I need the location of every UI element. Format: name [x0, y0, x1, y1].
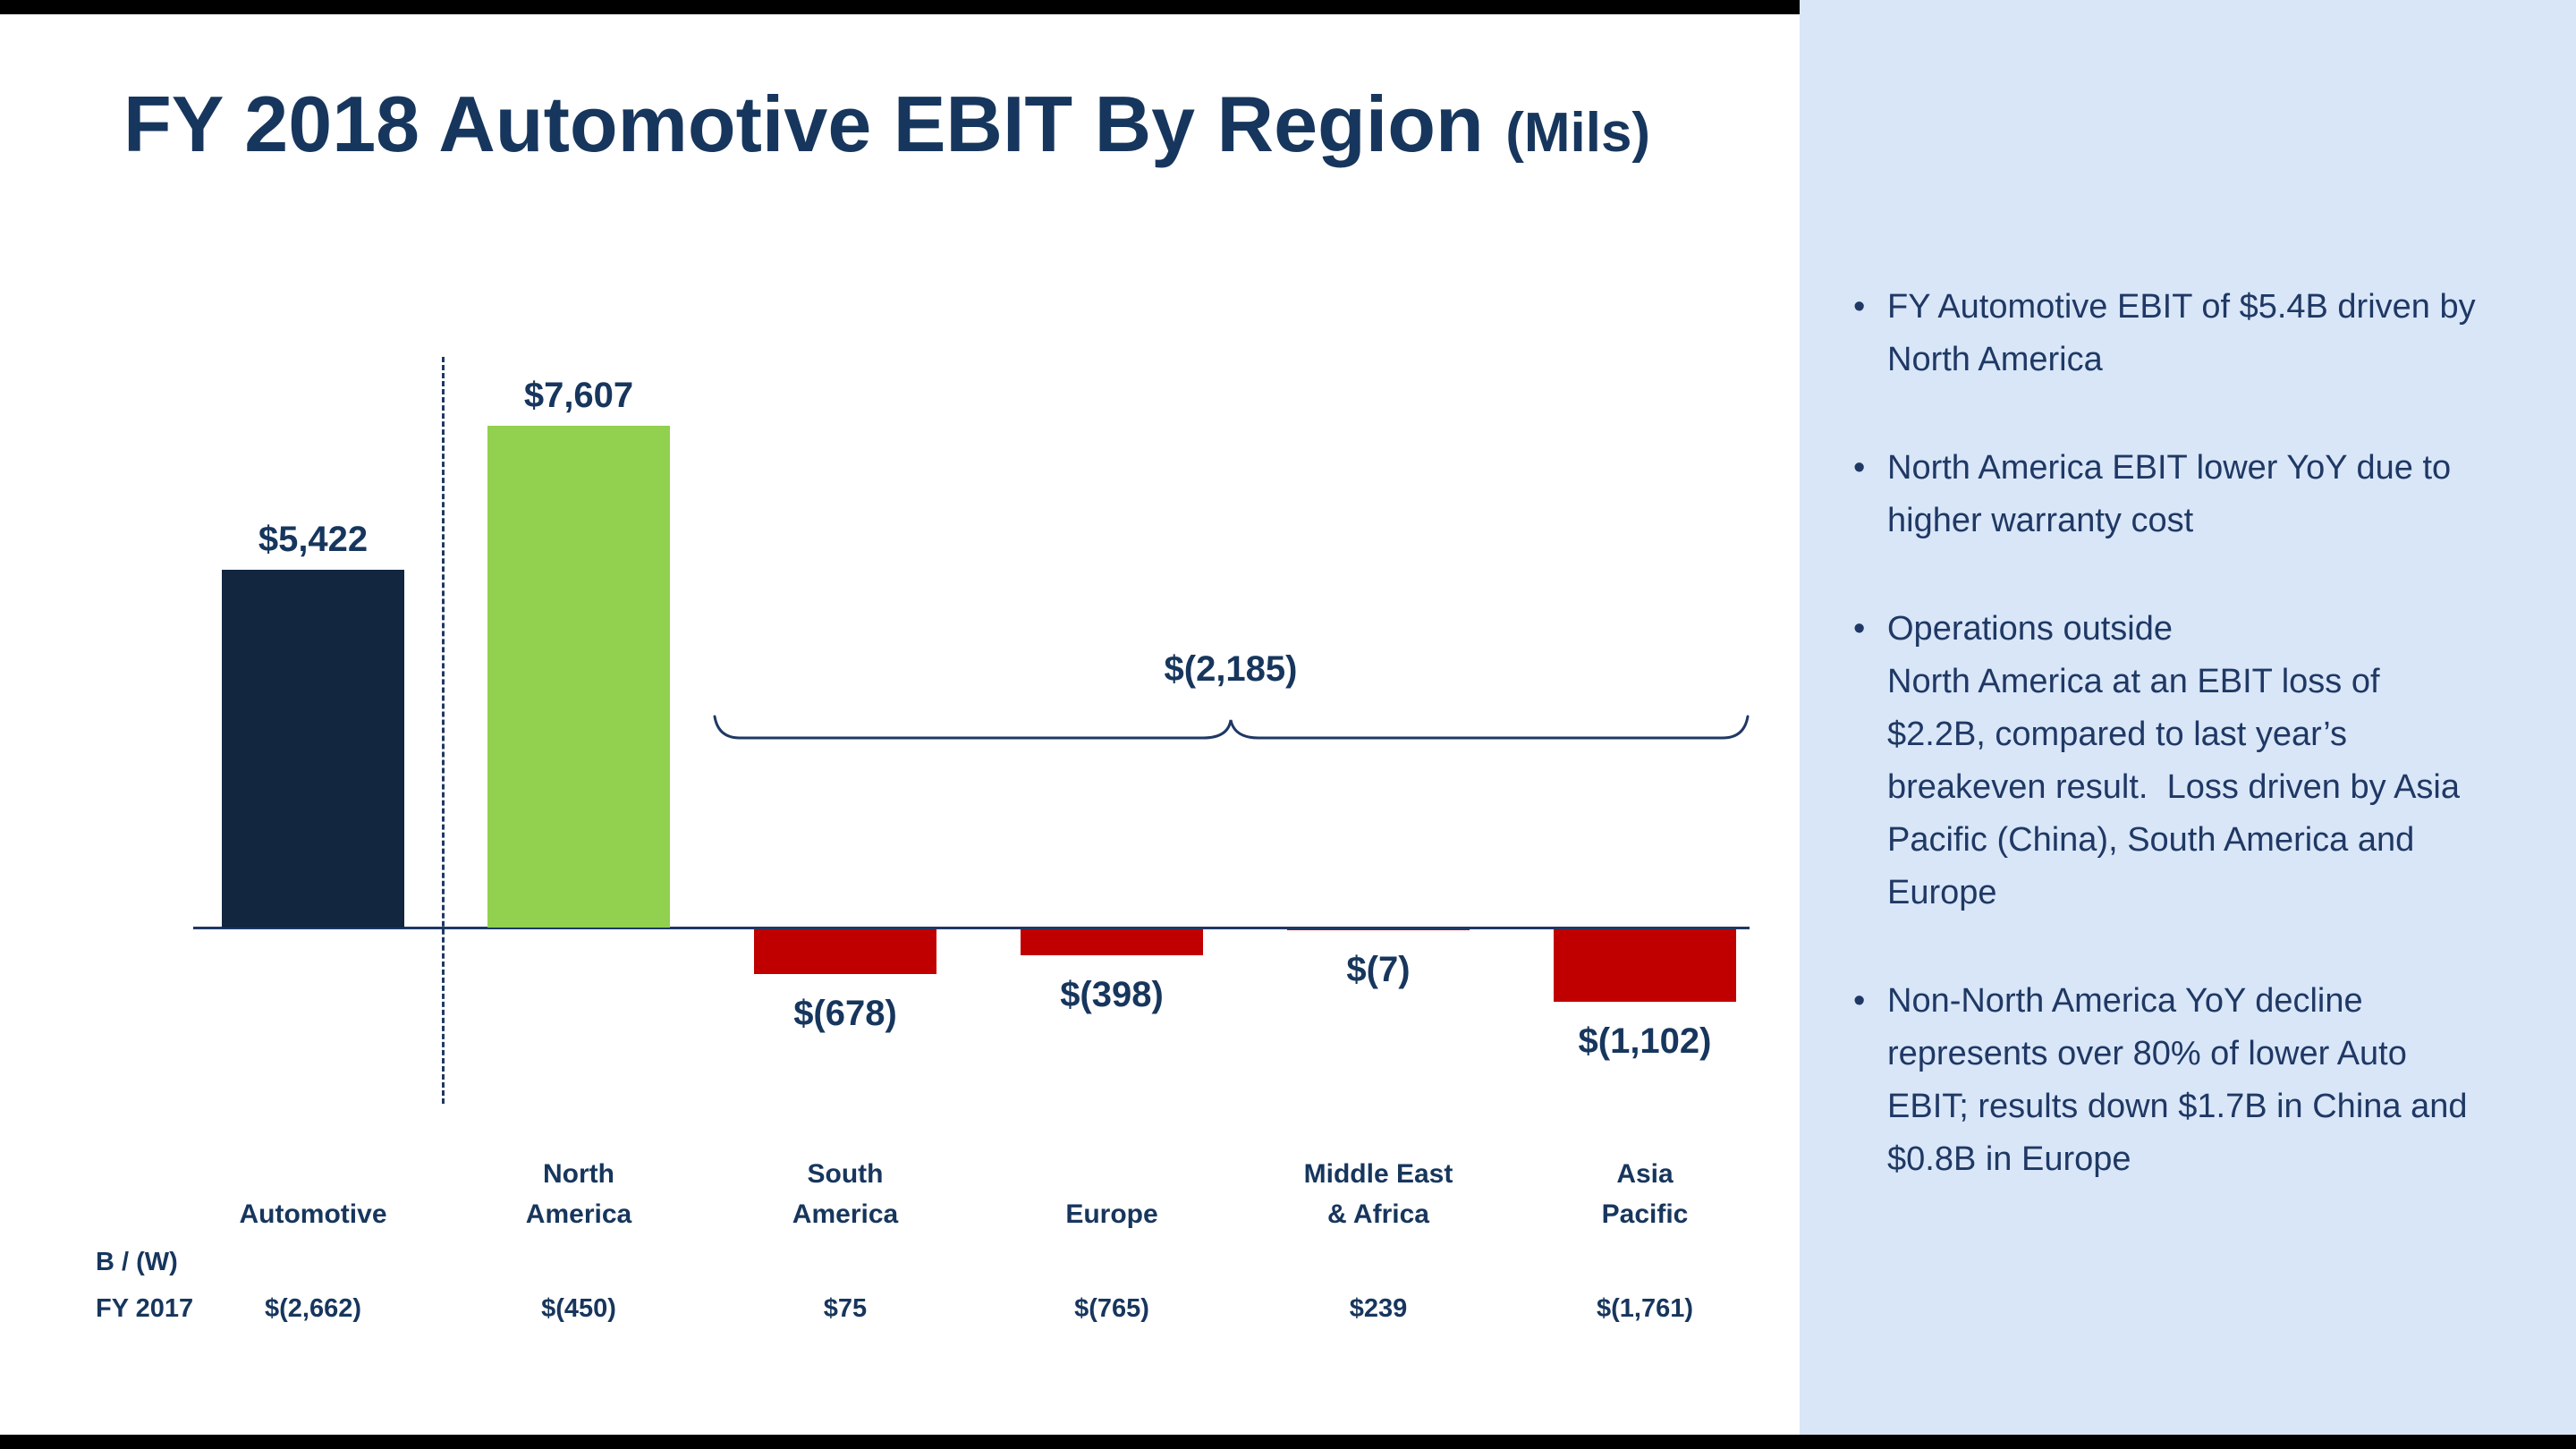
value-label-europe: $(398) — [1060, 975, 1164, 1015]
commentary-bullet: • Non-North America YoY decline represent… — [1853, 975, 2544, 1186]
category-label-line: Asia — [1616, 1159, 1674, 1189]
category-label-line: Europe — [1065, 1199, 1158, 1229]
value-label-middle-east-africa: $(7) — [1346, 949, 1411, 989]
commentary-bullet-list: • FY Automotive EBIT of $5.4B driven by N… — [1853, 281, 2544, 1186]
bullet-marker: • — [1853, 610, 1866, 648]
bullet-marker: • — [1853, 982, 1866, 1020]
bullet-marker: • — [1853, 449, 1866, 487]
category-label-north-america: North America — [436, 1150, 722, 1234]
commentary-bullet: • FY Automotive EBIT of $5.4B driven by N… — [1853, 281, 2544, 386]
value-label-south-america: $(678) — [793, 994, 897, 1033]
footer-row-header-bw: B / (W) — [96, 1248, 178, 1276]
category-label-line: North — [543, 1159, 614, 1189]
fy2017-value-south-america: $75 — [823, 1294, 868, 1323]
commentary-sidebar: • FY Automotive EBIT of $5.4B driven by N… — [1800, 0, 2576, 1435]
footer-row-header-fy2017: FY 2017 — [96, 1294, 194, 1323]
dashed-divider-line — [442, 357, 445, 1104]
category-label-south-america: South America — [702, 1150, 988, 1234]
category-label-asia-pacific: Asia Pacific — [1502, 1150, 1788, 1234]
bar-asia-pacific — [1554, 929, 1736, 1003]
x-axis-line — [193, 927, 1750, 929]
page-title: FY 2018 Automotive EBIT By Region (Mils) — [123, 79, 1650, 170]
fy2017-value-middle-east-africa: $239 — [1349, 1294, 1408, 1323]
bar-middle-east-africa — [1287, 929, 1470, 930]
category-label-middle-east-africa: Middle East & Africa — [1235, 1150, 1521, 1234]
bar-automotive — [222, 570, 404, 928]
bullet-text: North America EBIT lower YoY due to high… — [1887, 449, 2461, 539]
brace-annotation — [713, 715, 1750, 740]
category-label-automotive: Automotive — [170, 1150, 456, 1234]
brace-annotation-label: $(2,185) — [1164, 649, 1298, 689]
category-label-line: Pacific — [1601, 1199, 1689, 1229]
category-label-line: & Africa — [1327, 1199, 1429, 1229]
category-label-line: Middle East — [1303, 1159, 1453, 1189]
value-label-asia-pacific: $(1,102) — [1578, 1021, 1712, 1062]
category-label-line: America — [525, 1199, 632, 1229]
bar-south-america — [754, 929, 936, 974]
fy2017-value-europe: $(765) — [1074, 1294, 1149, 1323]
bottom-frame-bar — [0, 1435, 2576, 1449]
value-label-automotive: $5,422 — [258, 520, 369, 560]
bullet-text: FY Automotive EBIT of $5.4B driven by No… — [1887, 288, 2486, 378]
category-label-line: America — [792, 1199, 899, 1229]
bullet-text: Non-North America YoY decline represents… — [1887, 982, 2478, 1178]
commentary-bullet: • North America EBIT lower YoY due to hig… — [1853, 442, 2544, 547]
page-title-main: FY 2018 Automotive EBIT By Region — [123, 80, 1484, 168]
category-label-line: South — [807, 1159, 884, 1189]
bar-europe — [1021, 929, 1203, 956]
bullet-marker: • — [1853, 288, 1866, 326]
fy2017-value-automotive: $(2,662) — [264, 1294, 361, 1323]
category-label-line: Automotive — [239, 1199, 387, 1229]
fy2017-value-north-america: $(450) — [541, 1294, 616, 1323]
commentary-bullet: • Operations outside North America at an … — [1853, 603, 2544, 919]
top-frame-bar — [0, 0, 1800, 14]
fy2017-value-asia-pacific: $(1,761) — [1596, 1294, 1693, 1323]
bullet-text: Operations outside North America at an E… — [1887, 610, 2461, 911]
page-title-units: (Mils) — [1505, 102, 1651, 164]
value-label-north-america: $7,607 — [523, 376, 634, 415]
bar-north-america — [487, 426, 670, 928]
category-label-europe: Europe — [969, 1150, 1255, 1234]
